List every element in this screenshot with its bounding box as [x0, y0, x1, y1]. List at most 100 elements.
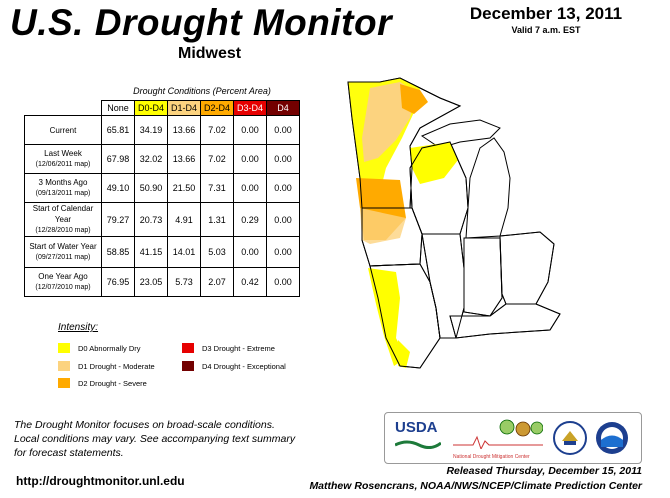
table-cell: 0.00	[233, 173, 267, 203]
table-cell: 67.98	[101, 144, 135, 174]
table-cell: 0.00	[266, 115, 300, 145]
legend-item-d2: D2 Drought - Severe	[58, 378, 147, 388]
author-credit: Matthew Rosencrans, NOAA/NWS/NCEP/Climat…	[309, 480, 642, 492]
map-date: December 13, 2011	[469, 4, 623, 23]
table-cell: 79.27	[101, 202, 135, 237]
row-label-text: Start of Water Year	[29, 242, 97, 251]
noaa-logo-icon	[596, 422, 628, 454]
legend-swatch-d1	[58, 361, 70, 371]
usda-logo-text: USDA	[395, 419, 438, 436]
table-cell: 7.02	[200, 144, 234, 174]
midwest-drought-map	[347, 77, 561, 369]
table-header-row: None D0-D4 D1-D4 D2-D4 D3-D4 D4	[25, 100, 300, 116]
row-date-text: (12/07/2010 map)	[35, 284, 91, 291]
table-cell: 32.02	[134, 144, 168, 174]
table-cell: 41.15	[134, 236, 168, 268]
table-row: Start of Water Year (09/27/2011 map) 58.85…	[24, 236, 300, 268]
row-label: Current	[24, 115, 102, 145]
state-borders	[347, 77, 561, 369]
d2-area-northeast-minnesota	[400, 84, 428, 114]
column-header-d0-d4: D0-D4	[134, 100, 168, 116]
table-cell: 0.29	[233, 202, 267, 237]
table-cell: 4.91	[167, 202, 201, 237]
row-date-text: (12/06/2011 map)	[35, 161, 91, 168]
column-header-d1-d4: D1-D4	[167, 100, 201, 116]
ndmc-trees-icon	[453, 419, 544, 451]
table-row: Current 65.81 34.19 13.66 7.02 0.00 0.00	[24, 115, 300, 145]
row-label: Last Week (12/06/2011 map)	[24, 144, 102, 174]
ndmc-logo: National Drought Mitigation Center	[453, 419, 544, 460]
table-row: 3 Months Ago (09/13/2011 map) 49.10 50.90 21…	[24, 173, 300, 203]
disclaimer-note: The Drought Monitor focuses on broad-sca…	[14, 418, 344, 460]
ndmc-logo-text: National Drought Mitigation Center	[453, 454, 530, 460]
legend-label-d3: D3 Drought - Extreme	[202, 343, 275, 353]
table-cell: 0.00	[266, 144, 300, 174]
table-row: One Year Ago (12/07/2010 map) 76.95 23.05 5.…	[24, 267, 300, 297]
table-cell: 0.00	[266, 173, 300, 203]
table-cell: 0.00	[233, 144, 267, 174]
usda-wave-icon	[394, 440, 442, 450]
row-label-text: Current	[49, 125, 77, 135]
column-header-none: None	[101, 100, 135, 116]
row-label-text: 3 Months Ago	[38, 178, 88, 187]
table-cell: 5.03	[200, 236, 234, 268]
legend-swatch-d0	[58, 343, 70, 353]
legend-label-d0: D0 Abnormally Dry	[78, 343, 141, 353]
legend-swatch-d4	[182, 361, 194, 371]
table-cell: 0.42	[233, 267, 267, 297]
note-line-3: for forecast statements.	[14, 447, 124, 459]
table-cell: 0.00	[233, 115, 267, 145]
row-label: Start of Calendar Year (12/28/2010 map)	[24, 202, 102, 237]
table-cell: 7.31	[200, 173, 234, 203]
row-label-text: One Year Ago	[38, 272, 88, 281]
row-date-text: (12/28/2010 map)	[35, 227, 91, 234]
region-label: Midwest	[178, 45, 242, 62]
drought-conditions-table: None D0-D4 D1-D4 D2-D4 D3-D4 D4 Current 6…	[24, 100, 300, 297]
usda-logo: USDA	[394, 419, 442, 454]
table-cell: 2.07	[200, 267, 234, 297]
table-cell: 13.66	[167, 144, 201, 174]
legend-item-d0: D0 Abnormally Dry	[58, 343, 141, 353]
d0-area-southeast-missouri	[398, 340, 410, 368]
column-header-d2-d4: D2-D4	[200, 100, 234, 116]
table-cell: 21.50	[167, 173, 201, 203]
table-cell: 49.10	[101, 173, 135, 203]
row-label: 3 Months Ago (09/13/2011 map)	[24, 173, 102, 203]
legend-label-d1: D1 Drought - Moderate	[78, 361, 155, 371]
table-cell: 20.73	[134, 202, 168, 237]
legend-item-d4: D4 Drought - Exceptional	[182, 361, 286, 371]
table-cell: 7.02	[200, 115, 234, 145]
table-cell: 5.73	[167, 267, 201, 297]
legend-swatch-d3	[182, 343, 194, 353]
michigan-lower-peninsula	[465, 137, 511, 239]
source-url[interactable]: http://droughtmonitor.unl.edu	[16, 474, 185, 488]
table-cell: 14.01	[167, 236, 201, 268]
table-cell: 76.95	[101, 267, 135, 297]
legend-label-d2: D2 Drought - Severe	[78, 378, 147, 388]
row-date-text: (09/27/2011 map)	[35, 254, 91, 261]
table-caption: Drought Conditions (Percent Area)	[133, 86, 271, 96]
row-label-text: Last Week	[44, 149, 82, 158]
valid-time: Valid 7 a.m. EST	[511, 25, 581, 35]
corner-cell	[25, 101, 102, 116]
table-cell: 1.31	[200, 202, 234, 237]
indiana-state	[463, 237, 503, 317]
table-cell: 0.00	[266, 267, 300, 297]
release-date: Released Thursday, December 15, 2011	[446, 465, 642, 477]
table-cell: 0.00	[266, 202, 300, 237]
table-row: Last Week (12/06/2011 map) 67.98 32.02 13.66…	[24, 144, 300, 174]
d0-area-missouri	[368, 268, 406, 366]
table-cell: 0.00	[266, 236, 300, 268]
row-date-text: (09/13/2011 map)	[35, 190, 91, 197]
d1-area-iowa	[360, 208, 406, 244]
note-line-2: Local conditions may vary. See accompany…	[14, 433, 296, 445]
table-cell: 34.19	[134, 115, 168, 145]
row-label-text: Start of Calendar Year	[32, 204, 94, 224]
legend-item-d1: D1 Drought - Moderate	[58, 361, 155, 371]
column-header-d3-d4: D3-D4	[233, 100, 267, 116]
table-cell: 13.66	[167, 115, 201, 145]
table-row: Start of Calendar Year (12/28/2010 map) 79…	[24, 202, 300, 237]
ohio-state	[499, 231, 555, 305]
legend-item-d3: D3 Drought - Extreme	[182, 343, 275, 353]
legend-label-d4: D4 Drought - Exceptional	[202, 361, 286, 371]
